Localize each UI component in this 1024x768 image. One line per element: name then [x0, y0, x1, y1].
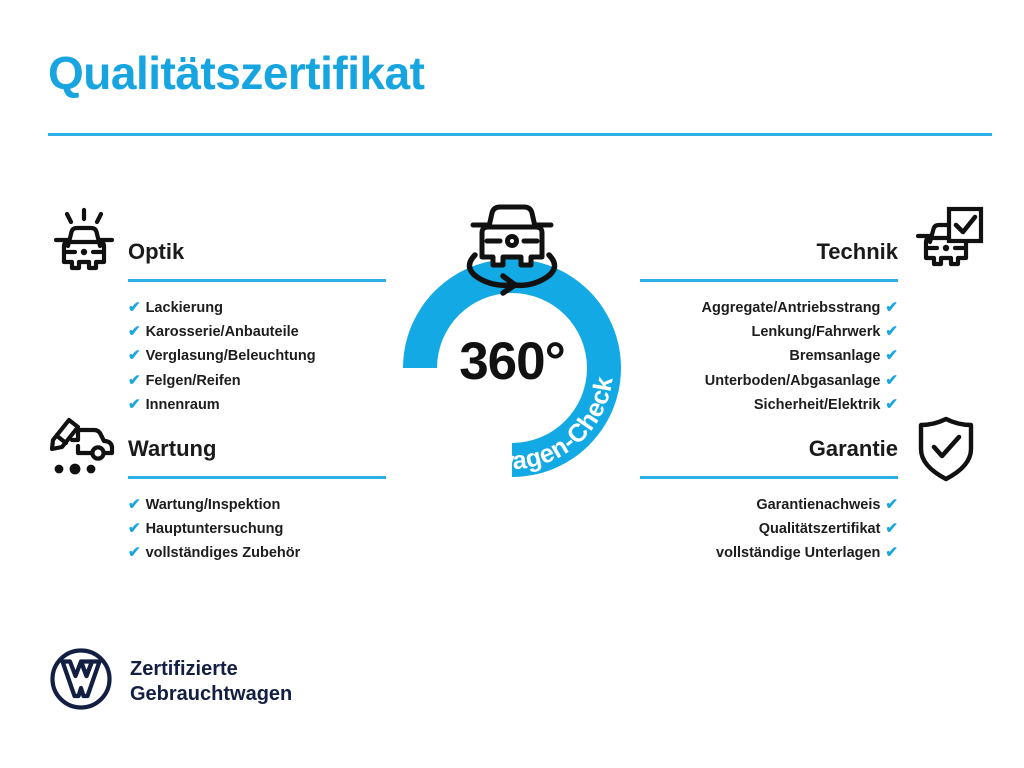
list-item: ✔ Wartung/Inspektion	[128, 493, 386, 517]
list-item-label: Lackierung	[145, 300, 223, 316]
section-divider-technik	[640, 279, 898, 282]
list-item-label: Bremsanlage	[789, 348, 881, 365]
list-item: Bremsanlage ✔	[640, 344, 898, 368]
checklist-wartung: ✔ Wartung/Inspektion ✔ Hauptuntersuchung ✔…	[128, 493, 386, 566]
section-title-technik: Technik	[816, 239, 898, 264]
list-item: Unterboden/Abgasanlage ✔	[640, 369, 898, 393]
section-title-garantie: Garantie	[808, 436, 898, 461]
checklist-garantie: Garantienachweis ✔ Qualitätszertifikat ✔ v…	[640, 493, 898, 566]
badge-value: 360°	[459, 332, 566, 391]
checklist-optik: ✔ Lackierung ✔ Karosserie/Anbauteile ✔ Verg…	[128, 296, 386, 417]
vw-certified-lockup: Zertifizierte Gebrauchtwagen	[50, 648, 292, 715]
list-item-label: Hauptuntersuchung	[145, 521, 284, 538]
check-icon: ✔	[128, 544, 141, 562]
list-item: ✔ Karosserie/Anbauteile	[128, 320, 386, 344]
check-icon: ✔	[885, 544, 898, 562]
vw-wordmark: Zertifizierte Gebrauchtwagen	[130, 657, 292, 707]
vw-logo-icon	[50, 648, 112, 715]
section-header-garantie: Garantie	[640, 435, 898, 479]
list-item-label: Wartung/Inspektion	[145, 497, 281, 513]
badge-360-gebrauchtwagen-check: Gebrauchtwagen-Check 360°	[377, 193, 647, 483]
list-item: Qualitätszertifikat ✔	[640, 517, 898, 541]
section-header-technik: Technik	[640, 238, 898, 282]
list-item-label: Aggregate/Antriebsstrang	[701, 300, 881, 316]
list-item: Lenkung/Fahrwerk ✔	[640, 320, 899, 344]
list-item-label: Unterboden/Abgasanlage	[704, 372, 881, 389]
list-item: ✔ vollständiges Zubehör	[128, 541, 386, 565]
list-item-label: Karosserie/Anbauteile	[145, 324, 299, 341]
list-item: ✔ Verglasung/Beleuchtung	[128, 344, 386, 368]
check-icon: ✔	[128, 323, 141, 341]
check-icon: ✔	[885, 323, 898, 341]
list-item: Garantienachweis ✔	[640, 493, 898, 517]
badge-ring: Gebrauchtwagen-Check	[403, 259, 621, 477]
check-icon: ✔	[128, 520, 141, 538]
list-item-label: vollständige Unterlagen	[716, 545, 881, 562]
section-title-optik: Optik	[128, 239, 185, 264]
section-divider-wartung	[128, 476, 386, 479]
check-icon: ✔	[128, 299, 141, 316]
list-item: Sicherheit/Elektrik ✔	[640, 393, 898, 417]
check-icon: ✔	[885, 299, 898, 316]
check-icon: ✔	[128, 371, 141, 389]
list-item-label: Qualitätszertifikat	[758, 521, 881, 538]
check-icon: ✔	[885, 347, 898, 365]
list-item-label: Lenkung/Fahrwerk	[751, 324, 881, 341]
check-icon: ✔	[128, 496, 141, 513]
car-front-shine-icon	[48, 206, 120, 283]
list-item: ✔ Hauptuntersuchung	[128, 517, 386, 541]
check-icon: ✔	[128, 395, 141, 413]
vw-wordmark-line2: Gebrauchtwagen	[130, 682, 293, 705]
section-optik: Optik ✔ Lackierung ✔ Karosserie/Anbauteile…	[128, 238, 386, 417]
list-item-label: Felgen/Reifen	[145, 372, 241, 389]
section-divider-optik	[128, 279, 386, 282]
shield-check-icon	[916, 416, 976, 487]
page-title: Qualitätszertifikat	[48, 47, 425, 99]
section-technik: Technik Aggregate/Antriebsstrang ✔ Lenkun…	[640, 238, 898, 417]
list-item: vollständige Unterlagen ✔	[640, 541, 898, 565]
check-icon: ✔	[885, 520, 898, 538]
list-item: ✔ Felgen/Reifen	[128, 369, 386, 393]
section-wartung: Wartung ✔ Wartung/Inspektion ✔ Hauptunters…	[128, 435, 386, 566]
section-title-wartung: Wartung	[128, 436, 217, 461]
header-divider	[48, 133, 992, 136]
checklist-technik: Aggregate/Antriebsstrang ✔ Lenkung/Fahrwe…	[640, 296, 898, 417]
car-front-rotate-icon	[457, 193, 567, 303]
check-icon: ✔	[885, 395, 898, 413]
list-item-label: vollständiges Zubehör	[145, 545, 301, 562]
list-item: Aggregate/Antriebsstrang ✔	[640, 296, 898, 320]
check-icon: ✔	[128, 347, 141, 365]
check-icon: ✔	[885, 496, 898, 513]
list-item-label: Verglasung/Beleuchtung	[145, 348, 316, 365]
list-item: ✔ Innenraum	[128, 393, 386, 417]
section-header-optik: Optik	[128, 238, 386, 282]
list-item-label: Sicherheit/Elektrik	[753, 396, 881, 413]
car-front-checkbox-icon	[912, 206, 984, 283]
vw-wordmark-line1: Zertifizierte	[130, 657, 238, 680]
list-item: ✔ Lackierung	[128, 296, 386, 320]
pencil-car-dots-icon	[48, 416, 120, 485]
section-header-wartung: Wartung	[128, 435, 386, 479]
list-item-label: Garantienachweis	[756, 497, 881, 513]
list-item-label: Innenraum	[145, 396, 220, 413]
section-garantie: Garantie Garantienachweis ✔ Qualitätszert…	[640, 435, 898, 566]
section-divider-garantie	[640, 476, 898, 479]
check-icon: ✔	[885, 371, 898, 389]
